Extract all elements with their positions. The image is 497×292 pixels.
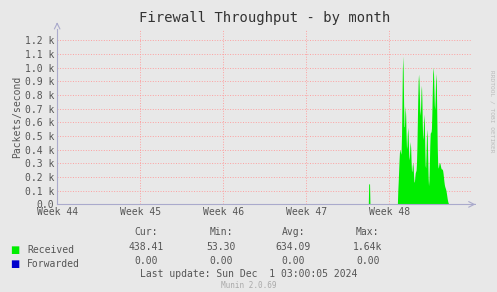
Title: Firewall Throughput - by month: Firewall Throughput - by month <box>139 11 390 25</box>
Text: Last update: Sun Dec  1 03:00:05 2024: Last update: Sun Dec 1 03:00:05 2024 <box>140 270 357 279</box>
Text: Max:: Max: <box>356 227 380 237</box>
Text: Munin 2.0.69: Munin 2.0.69 <box>221 281 276 291</box>
Text: Min:: Min: <box>209 227 233 237</box>
Text: Cur:: Cur: <box>135 227 159 237</box>
Text: 634.09: 634.09 <box>276 242 311 252</box>
Text: 1.64k: 1.64k <box>353 242 383 252</box>
Text: 0.00: 0.00 <box>209 256 233 266</box>
Text: Avg:: Avg: <box>281 227 305 237</box>
Text: 438.41: 438.41 <box>129 242 164 252</box>
Y-axis label: Packets/second: Packets/second <box>12 76 22 158</box>
Text: 53.30: 53.30 <box>206 242 236 252</box>
Text: Forwarded: Forwarded <box>27 259 80 269</box>
Text: ■: ■ <box>10 259 19 269</box>
Text: RRDTOOL / TOBI OETIKER: RRDTOOL / TOBI OETIKER <box>490 70 495 152</box>
Text: 0.00: 0.00 <box>356 256 380 266</box>
Text: ■: ■ <box>10 245 19 255</box>
Text: Received: Received <box>27 245 75 255</box>
Text: 0.00: 0.00 <box>135 256 159 266</box>
Text: 0.00: 0.00 <box>281 256 305 266</box>
